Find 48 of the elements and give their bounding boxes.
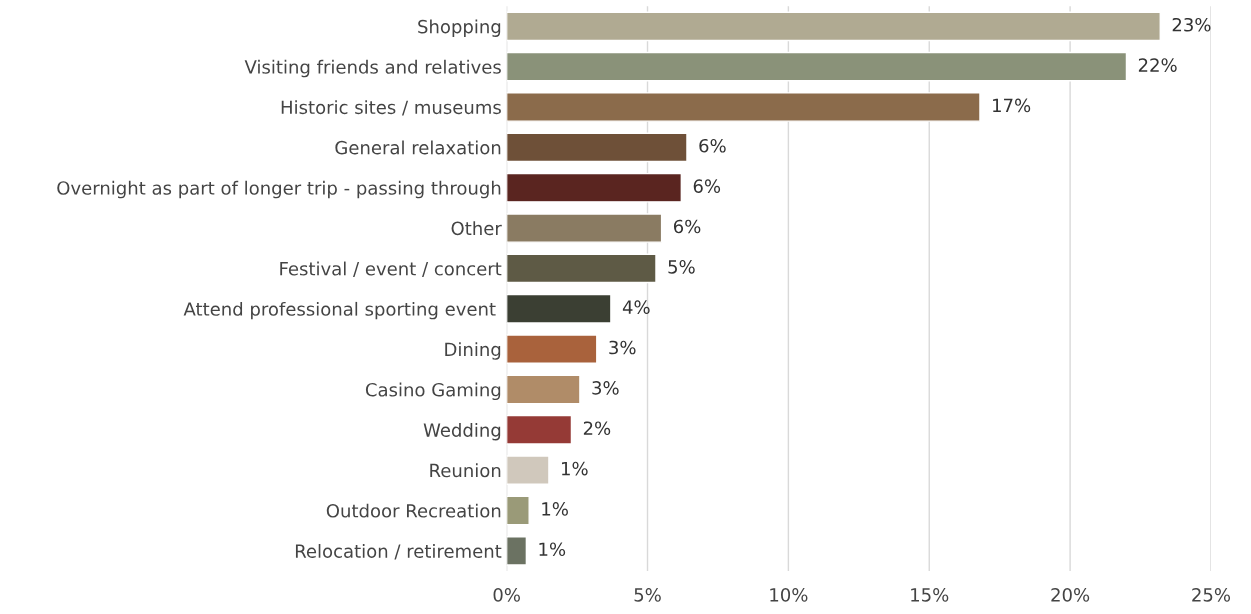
data-label: 4% [622,300,650,314]
y-tick-label: Overnight as part of longer trip - passing through [57,180,501,199]
y-tick-label: Other [451,221,502,236]
bar [506,495,530,526]
y-tick-label: Visiting friends and relatives [244,59,501,78]
data-label: 1% [562,461,588,476]
y-tick-label: Reunion [430,463,501,478]
y-tick-label: Festival / event / concert [280,261,502,277]
y-tick-label: Wedding [423,422,501,441]
data-label: 6% [699,138,726,153]
bar [506,374,581,405]
x-tick-label: 25% [1192,588,1231,602]
data-label: 6% [693,179,721,193]
data-label: 2% [583,421,611,436]
data-label: 6% [673,219,701,234]
data-label: 17% [993,98,1031,113]
bar [506,132,688,163]
bar [506,414,573,445]
x-tick-label: 10% [770,588,808,602]
y-tick-label: Shopping [418,19,501,37]
bar [506,51,1128,82]
x-tick-label: 15% [911,588,949,602]
bar [506,455,550,485]
bar [506,253,657,284]
bar [506,536,528,566]
y-tick-label: Dining [445,342,501,360]
y-tick-label: Outdoor Recreation [326,503,501,518]
bar [506,213,663,243]
data-label: 23% [1172,17,1211,32]
bar [506,11,1161,42]
y-tick-label: Attend professional sporting event [183,301,496,320]
data-label: 1% [542,502,568,516]
y-tick-label: General relaxation [335,140,501,155]
y-tick-label: Relocation / retirement [295,543,502,560]
data-label: 3% [592,381,619,395]
y-tick-label: Casino Gaming [365,382,501,401]
bar [506,293,612,324]
y-tick-label: Historic sites / museums [281,100,501,116]
data-label: 3% [609,340,636,355]
x-tick-label: 0% [493,588,520,602]
data-label: 1% [539,542,566,557]
data-label: 5% [668,259,695,274]
bar [506,334,598,364]
x-tick-label: 5% [634,588,661,602]
bar [506,92,981,122]
x-tick-label: 20% [1051,588,1090,602]
data-label: 22% [1138,58,1177,72]
bar [506,172,683,203]
